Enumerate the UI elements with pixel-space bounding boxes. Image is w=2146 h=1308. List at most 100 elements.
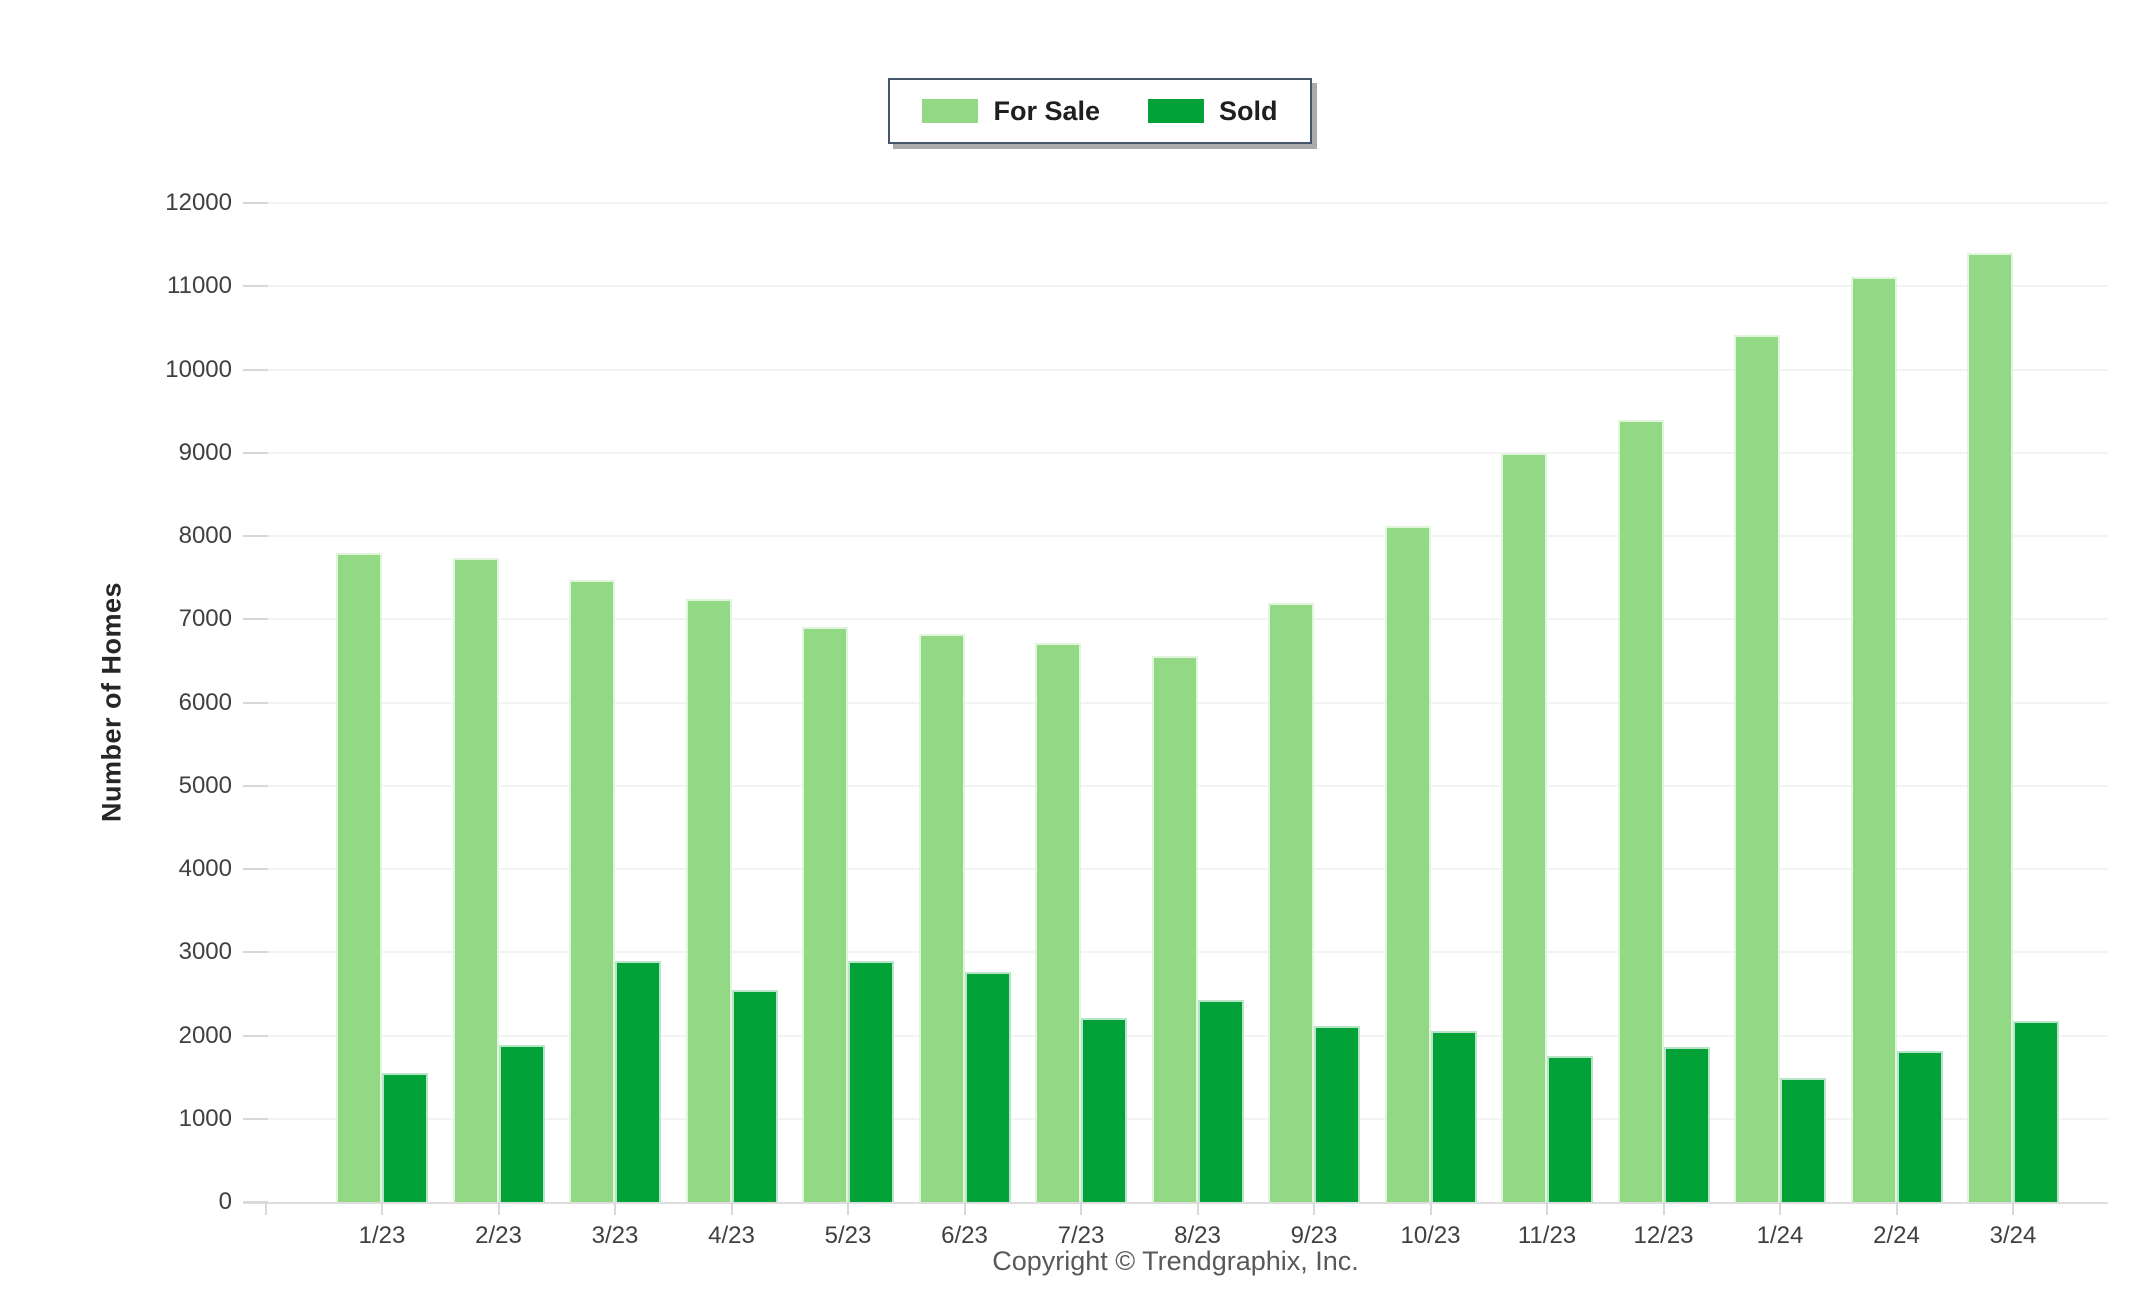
x-axis-tick: [614, 1202, 616, 1215]
bar-sold: [1081, 1018, 1127, 1202]
x-tick-label: 6/23: [941, 1222, 988, 1249]
x-axis-tick: [1080, 1202, 1082, 1215]
x-axis-tick: [497, 1202, 500, 1215]
bar-for-sale: [1151, 655, 1198, 1202]
x-tick-label: 8/23: [1174, 1222, 1221, 1249]
y-tick-label: 1000: [178, 1104, 232, 1132]
x-axis-tick: [847, 1202, 849, 1215]
bar-sold: [1663, 1047, 1710, 1202]
bar-for-sale: [1617, 420, 1664, 1202]
y-tick-label: 7000: [178, 605, 232, 633]
bar-sold: [964, 972, 1011, 1202]
bar-for-sale: [918, 634, 965, 1202]
y-tick-label: 10000: [165, 355, 232, 383]
for-sale-legend-label: For Sale: [993, 95, 1101, 126]
x-tick-label: 5/23: [824, 1222, 872, 1249]
x-axis-tick: [381, 1202, 383, 1215]
x-tick-label: 2/24: [1873, 1222, 1920, 1249]
x-tick-label: 12/23: [1633, 1222, 1694, 1249]
bar-for-sale: [802, 626, 848, 1202]
x-tick-label: 3/24: [1989, 1222, 2037, 1249]
y-tick: [243, 618, 268, 621]
x-axis-line: [243, 1202, 2108, 1204]
y-tick: [243, 202, 268, 204]
gridline: [268, 535, 2108, 537]
y-tick: [243, 784, 268, 787]
copyright-text: Copyright © Trendgraphix, Inc.: [992, 1246, 1359, 1276]
bar-sold: [731, 989, 778, 1202]
bar-sold: [1314, 1026, 1360, 1202]
legend-item-for-sale: For Sale: [922, 95, 1101, 126]
bar-for-sale: [1967, 252, 2013, 1202]
y-tick: [243, 1201, 268, 1203]
x-tick-label: 9/23: [1290, 1222, 1338, 1249]
y-tick-label: 4000: [178, 855, 232, 882]
bar-for-sale: [1035, 643, 1081, 1202]
sold-legend-label: Sold: [1219, 95, 1278, 126]
bar-sold: [848, 960, 894, 1202]
x-tick-label: 10/23: [1400, 1222, 1461, 1249]
gridline: [268, 618, 2108, 621]
x-tick-label: 2/23: [475, 1222, 522, 1249]
y-tick-label: 8000: [178, 522, 232, 549]
y-tick: [243, 1117, 268, 1120]
y-tick: [243, 285, 268, 288]
x-axis-tick: [1313, 1202, 1315, 1215]
x-tick-label: 3/23: [591, 1222, 639, 1249]
x-tick-label: 1/24: [1756, 1222, 1804, 1249]
y-tick-label: 0: [218, 1188, 232, 1215]
x-axis-tick: [1662, 1202, 1665, 1215]
for-sale-swatch-icon: [922, 99, 979, 123]
sold-swatch-icon: [1148, 99, 1205, 123]
y-tick-label: 2000: [178, 1021, 232, 1049]
y-tick-label: 9000: [178, 438, 232, 466]
bar-for-sale: [1501, 452, 1547, 1202]
bar-sold: [1197, 999, 1244, 1202]
x-axis-tick: [730, 1202, 733, 1215]
bar-for-sale: [1850, 277, 1897, 1202]
y-tick: [243, 368, 268, 371]
y-tick: [243, 451, 268, 454]
bar-for-sale: [1268, 602, 1314, 1202]
legend: For Sale Sold: [888, 78, 1312, 144]
y-tick: [243, 535, 268, 537]
bar-for-sale: [1384, 526, 1431, 1202]
bar-sold: [382, 1072, 428, 1202]
bar-for-sale: [685, 599, 732, 1202]
x-axis-tick: [1429, 1202, 1432, 1215]
bar-sold: [1430, 1031, 1477, 1202]
gridline: [268, 451, 2108, 454]
gridline: [268, 202, 2108, 204]
bar-for-sale: [452, 558, 499, 1202]
y-tick-label: 11000: [167, 272, 232, 300]
bar-for-sale: [336, 552, 382, 1202]
gridline: [268, 285, 2108, 288]
x-axis-tick: [963, 1202, 966, 1215]
bar-sold: [615, 960, 661, 1202]
x-axis-tick: [1196, 1202, 1199, 1215]
x-axis-tick: [264, 1202, 267, 1215]
x-tick-label: 7/23: [1057, 1222, 1105, 1249]
x-axis-tick: [2012, 1202, 2014, 1215]
x-tick-label: 1/23: [358, 1222, 406, 1249]
bar-sold: [1896, 1051, 1943, 1202]
x-tick-label: 4/23: [708, 1222, 755, 1249]
legend-item-sold: Sold: [1148, 95, 1278, 126]
bar-sold: [2013, 1020, 2059, 1202]
y-tick-label: 5000: [178, 771, 232, 799]
bar-sold: [1547, 1056, 1593, 1202]
bar-sold: [1780, 1077, 1826, 1202]
bar-sold: [498, 1044, 545, 1202]
y-tick-label: 12000: [165, 189, 232, 216]
bar-for-sale: [569, 580, 615, 1202]
y-tick: [243, 951, 268, 954]
y-tick-label: 6000: [178, 688, 232, 716]
y-tick: [243, 701, 268, 704]
gridline: [268, 368, 2108, 371]
y-tick-label: 3000: [178, 938, 232, 966]
x-axis-tick: [1895, 1202, 1898, 1215]
y-tick: [243, 868, 268, 870]
x-axis-tick: [1546, 1202, 1548, 1215]
x-tick-label: 11/23: [1517, 1222, 1577, 1249]
